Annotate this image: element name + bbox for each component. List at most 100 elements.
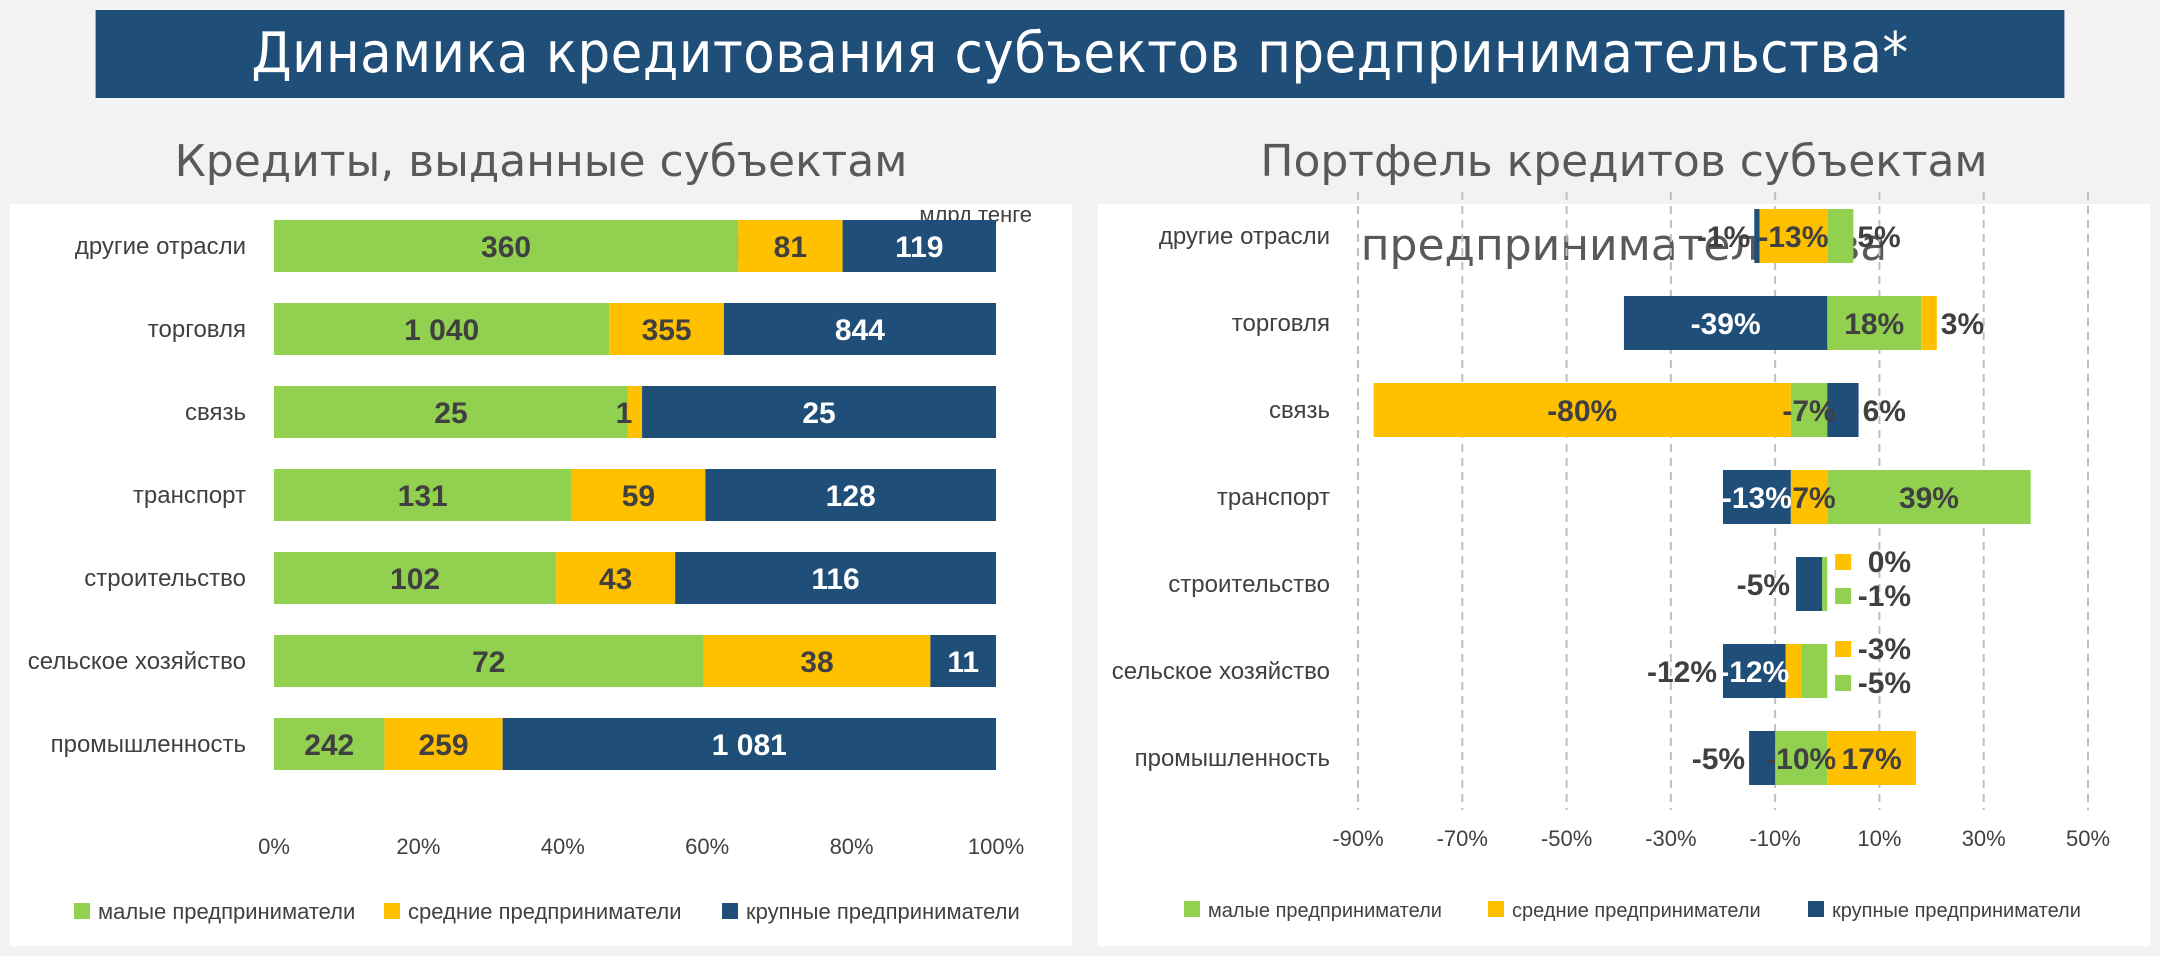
legend-label-small: малые предприниматели bbox=[1208, 900, 1442, 922]
x-tick-label: 60% bbox=[685, 834, 729, 859]
category-label: торговля bbox=[148, 316, 246, 343]
mini-swatch-medium bbox=[1835, 641, 1852, 657]
loan-portfolio-title: Портфель кредитов субъектам предпринимат… bbox=[1098, 120, 2150, 271]
category-label: сельское хозяйство bbox=[28, 648, 246, 675]
data-label: 128 bbox=[826, 480, 876, 513]
legend-swatch-medium bbox=[1488, 901, 1504, 917]
bar-other-medium bbox=[738, 220, 843, 272]
category-label: связь bbox=[185, 399, 246, 426]
bar-communication-medium bbox=[1373, 383, 1791, 437]
x-tick-label: 50% bbox=[2066, 826, 2110, 851]
bar-agriculture-medium bbox=[703, 635, 931, 687]
bar-agriculture-small bbox=[1801, 644, 1828, 698]
data-label: -7% bbox=[1782, 395, 1835, 428]
bar-other-small bbox=[1827, 209, 1854, 263]
data-label: 360 bbox=[481, 231, 531, 264]
data-label: -3% bbox=[1858, 633, 1911, 666]
bar-other-large bbox=[1754, 209, 1760, 263]
category-label: торговля bbox=[1232, 310, 1330, 337]
data-label: 43 bbox=[599, 563, 632, 596]
category-label: сельское хозяйство bbox=[1112, 658, 1330, 685]
data-label: 131 bbox=[398, 480, 448, 513]
data-label: -13% bbox=[1758, 221, 1828, 254]
data-label: 39% bbox=[1899, 482, 1959, 515]
bar-industry-large bbox=[1749, 731, 1776, 785]
bar-trade-large bbox=[1623, 296, 1828, 350]
bar-communication-large bbox=[642, 386, 996, 438]
bar-other-medium bbox=[1759, 209, 1828, 263]
x-tick-label: -90% bbox=[1332, 826, 1383, 851]
category-label: строительство bbox=[1168, 571, 1330, 598]
data-label: 3% bbox=[1941, 308, 1984, 341]
data-label: -13% bbox=[1722, 482, 1792, 515]
data-label: 5% bbox=[1857, 221, 1900, 254]
loan-portfolio-chart: другие отрасли 5%-13%-1%торговля 18% 3%-39%… bbox=[1112, 192, 2110, 922]
data-label: -80% bbox=[1547, 395, 1617, 428]
legend-label-large: крупные предприниматели bbox=[746, 899, 1020, 924]
legend-swatch-large bbox=[1808, 901, 1824, 917]
x-tick-label: -10% bbox=[1749, 826, 1800, 851]
legend-swatch-large bbox=[722, 903, 738, 919]
category-label: строительство bbox=[84, 565, 246, 592]
bar-industry-large bbox=[502, 718, 996, 770]
bar-transport-small bbox=[274, 469, 572, 521]
data-label: 1 081 bbox=[712, 729, 787, 762]
x-tick-label: -70% bbox=[1437, 826, 1488, 851]
legend-label-medium: средние предприниматели bbox=[408, 899, 682, 924]
mini-swatch-medium bbox=[1835, 554, 1852, 570]
bar-agriculture-large bbox=[1723, 644, 1786, 698]
data-label: 72 bbox=[472, 646, 505, 679]
data-label: 355 bbox=[642, 314, 692, 347]
data-label: -5% bbox=[1692, 743, 1745, 776]
bar-industry-small bbox=[274, 718, 385, 770]
bar-communication-large bbox=[1827, 383, 1859, 437]
data-label-inner: -12% bbox=[1719, 656, 1789, 689]
bar-transport-medium bbox=[571, 469, 706, 521]
bar-communication-small bbox=[274, 386, 628, 438]
legend-swatch-small bbox=[1184, 901, 1200, 917]
category-label: промышленность bbox=[51, 731, 246, 758]
legend-label-large: крупные предприниматели bbox=[1832, 900, 2081, 922]
data-label: 59 bbox=[622, 480, 655, 513]
x-tick-label: -50% bbox=[1541, 826, 1592, 851]
bar-construction-medium bbox=[556, 552, 676, 604]
data-label: 17% bbox=[1842, 743, 1902, 776]
data-label: 844 bbox=[835, 314, 885, 347]
data-label: -5% bbox=[1737, 569, 1790, 602]
data-label: 25 bbox=[434, 397, 467, 430]
data-label: 1 bbox=[616, 397, 633, 430]
x-tick-label: 40% bbox=[541, 834, 585, 859]
bar-agriculture-small bbox=[274, 635, 704, 687]
bar-trade-medium bbox=[609, 303, 724, 355]
bar-agriculture-medium bbox=[1785, 644, 1802, 698]
data-label: -1% bbox=[1697, 221, 1750, 254]
legend-label-small: малые предприниматели bbox=[98, 899, 355, 924]
bar-transport-small bbox=[1827, 470, 2031, 524]
bar-construction-small bbox=[274, 552, 557, 604]
bar-construction-small bbox=[1822, 557, 1828, 611]
bar-construction-large bbox=[1796, 557, 1823, 611]
loan-portfolio-panel: Портфель кредитов субъектам предпринимат… bbox=[1098, 120, 2150, 946]
data-label: 0% bbox=[1868, 546, 1911, 579]
bar-transport-large bbox=[705, 469, 996, 521]
data-label: 25 bbox=[802, 397, 835, 430]
x-tick-label: 20% bbox=[396, 834, 440, 859]
data-label: 116 bbox=[811, 563, 859, 596]
legend-swatch-small bbox=[74, 903, 90, 919]
bar-trade-medium bbox=[1921, 296, 1937, 350]
mini-swatch-small bbox=[1835, 675, 1852, 691]
data-label: 11 bbox=[947, 646, 979, 679]
data-label: 18% bbox=[1844, 308, 1904, 341]
loans-issued-panel: Кредиты, выданные субъектам предпринимат… bbox=[10, 120, 1072, 946]
category-label: связь bbox=[1269, 397, 1330, 424]
data-label: -39% bbox=[1691, 308, 1761, 341]
bar-communication-small bbox=[1790, 383, 1828, 437]
bar-industry-small bbox=[1775, 731, 1828, 785]
x-tick-label: 30% bbox=[1962, 826, 2006, 851]
x-tick-label: 100% bbox=[968, 834, 1024, 859]
x-tick-label: -30% bbox=[1645, 826, 1696, 851]
bar-trade-small bbox=[1827, 296, 1922, 350]
x-tick-label: 80% bbox=[830, 834, 874, 859]
mini-swatch-small bbox=[1835, 588, 1852, 604]
bar-agriculture-large bbox=[930, 635, 996, 687]
